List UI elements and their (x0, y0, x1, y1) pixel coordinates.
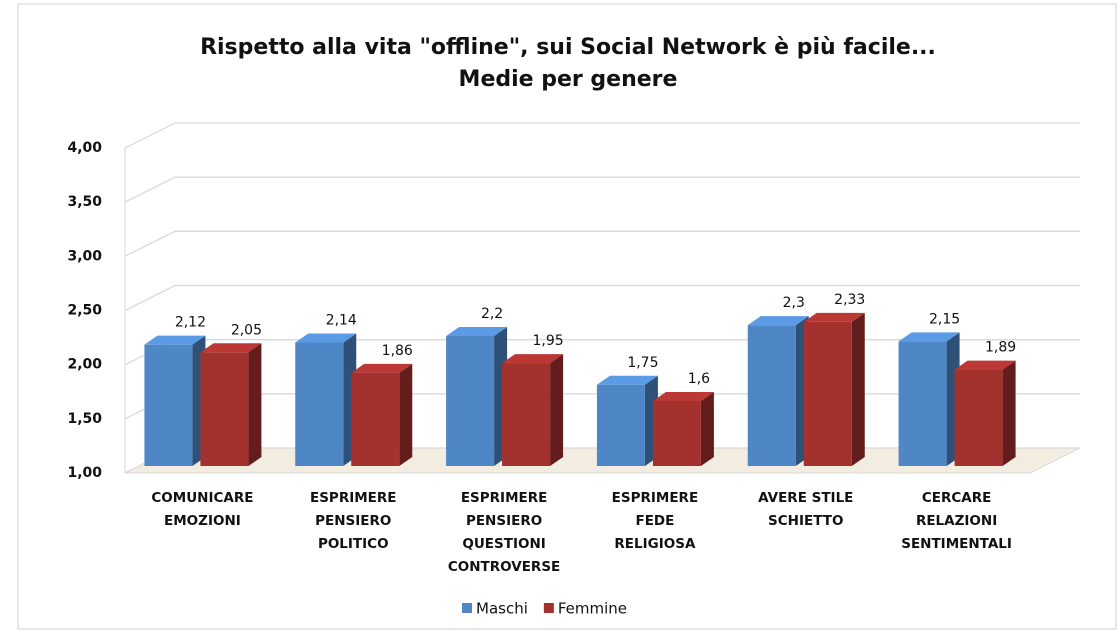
bar-top (351, 363, 413, 373)
bar (747, 325, 796, 466)
data-label: 1,75 (627, 355, 658, 371)
bar (596, 384, 645, 466)
bar-group (898, 332, 960, 466)
y-tick-label: 2,50 (67, 303, 102, 319)
bar-group (446, 327, 508, 466)
bar (502, 363, 551, 466)
bar-side (550, 354, 564, 466)
bar-group (596, 375, 658, 466)
y-tick-label: 3,50 (67, 194, 102, 210)
bar-top (200, 343, 262, 353)
data-label: 1,6 (688, 371, 710, 387)
grid-line (124, 230, 1080, 257)
legend-swatch (462, 603, 472, 613)
data-label: 1,86 (382, 343, 413, 359)
bar-top (803, 312, 865, 322)
x-tick-label: ESPRIMERE FEDE RELIGIOSA (612, 490, 699, 552)
grid-line (124, 284, 1080, 312)
bar-group (200, 343, 262, 466)
x-tick-label: AVERE STILE SCHIETTO (758, 490, 853, 529)
bar-top (898, 332, 960, 342)
y-tick-label: 1,50 (67, 411, 102, 427)
bar-group (954, 360, 1016, 466)
bar-top (954, 360, 1016, 370)
bar (954, 369, 1003, 466)
y-tick-label: 1,00 (67, 465, 102, 481)
bar-group (351, 363, 413, 466)
chart-frame (17, 3, 1117, 630)
data-label: 2,33 (834, 292, 865, 308)
legend-label: Femmine (558, 600, 627, 618)
bar-side (399, 363, 413, 466)
bar-side (1002, 360, 1016, 466)
data-label: 2,14 (326, 313, 357, 329)
bar-group (747, 316, 809, 466)
bar (351, 372, 400, 466)
bar (295, 342, 344, 466)
chart-subtitle: Medie per genere (459, 67, 678, 92)
bar-top (652, 392, 714, 401)
bar-group (652, 392, 714, 466)
data-label: 1,89 (985, 340, 1016, 356)
x-tick-label: CERCARE RELAZIONI SENTIMENTALI (901, 490, 1012, 552)
y-tick-label: 3,00 (67, 248, 102, 264)
bar-top (502, 354, 564, 364)
bar (446, 336, 495, 466)
bar-group (295, 333, 357, 466)
data-label: 2,05 (231, 322, 262, 338)
bar-group (502, 354, 564, 466)
bar (652, 401, 701, 466)
bar-top (295, 333, 357, 343)
bar-side (248, 343, 262, 466)
bar-top (144, 335, 206, 345)
bar-side (700, 392, 714, 466)
bar-side (851, 312, 865, 466)
data-label: 1,95 (532, 333, 563, 349)
x-tick-label: ESPRIMERE PENSIERO POLITICO (310, 490, 397, 552)
bar-top (446, 327, 508, 336)
bar (803, 321, 852, 466)
bar-group (144, 335, 206, 466)
chart-title: Rispetto alla vita "offline", sui Social… (200, 35, 936, 60)
x-tick-label: ESPRIMERE PENSIERO QUESTIONI CONTROVERSE (448, 490, 560, 575)
data-label: 2,15 (929, 311, 960, 327)
legend-swatch (543, 603, 554, 613)
bar (144, 344, 193, 466)
data-label: 2,12 (175, 315, 206, 331)
bar (898, 341, 947, 466)
x-tick-label: COMUNICARE EMOZIONI (151, 490, 253, 529)
y-tick-label: 4,00 (67, 140, 102, 156)
data-label: 2,2 (481, 306, 503, 322)
bar-top (747, 316, 809, 326)
grid-line (124, 122, 1080, 149)
bar-top (596, 375, 658, 385)
bar-group (803, 312, 865, 466)
y-tick-label: 2,00 (67, 357, 102, 373)
bar (200, 352, 249, 466)
grid-line (124, 176, 1080, 203)
legend-label: Maschi (476, 600, 528, 618)
data-label: 2,3 (783, 295, 805, 311)
